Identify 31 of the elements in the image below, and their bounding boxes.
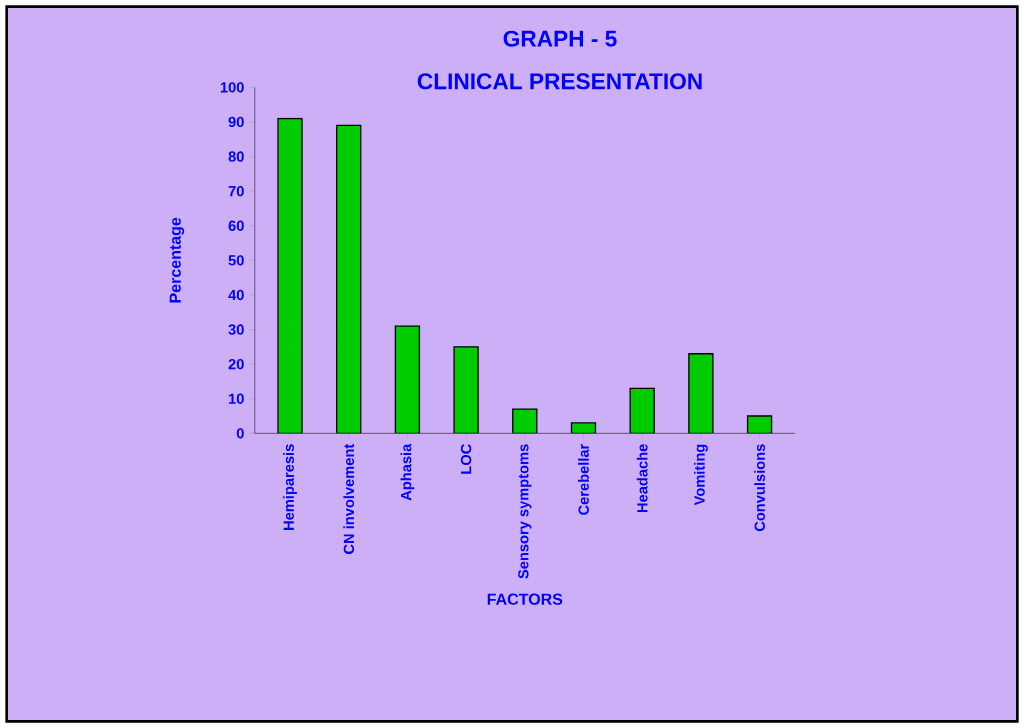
y-tick-label: 20	[228, 358, 244, 370]
x-tick-label: Vomiting	[694, 444, 708, 506]
x-tick-label: LOC	[460, 444, 472, 474]
y-tick-label: 40	[228, 289, 244, 301]
bar	[453, 346, 479, 434]
y-tick-label: 60	[228, 220, 244, 231]
bar	[336, 124, 362, 434]
y-axis-title: Percentage	[169, 217, 185, 303]
bar	[394, 325, 421, 434]
y-tick-label: 0	[236, 428, 244, 439]
x-axis-title: FACTORS	[487, 593, 563, 605]
x-tick-label: CN involvement	[343, 443, 355, 554]
y-tick-label: 80	[228, 151, 244, 162]
y-tick-label: 30	[228, 324, 244, 335]
y-tick-label: 10	[228, 393, 244, 404]
y-tick-label: 100	[220, 82, 244, 93]
x-tick-label: Convulsions	[754, 444, 765, 532]
bar	[277, 117, 303, 434]
x-tick-label: Aphasia	[400, 443, 415, 501]
x-tick-label: Cerebellar	[578, 443, 589, 515]
x-tick-label: Sensory symptoms	[518, 444, 532, 579]
bar	[629, 387, 655, 434]
x-tick-label: Hemiparesis	[283, 444, 297, 530]
chart-subtitle: CLINICAL PRESENTATION	[417, 73, 702, 90]
x-tick-label: Headache	[636, 444, 648, 513]
y-tick-label: 70	[228, 185, 244, 197]
bar	[688, 353, 714, 434]
bar	[512, 408, 538, 434]
chart-title: GRAPH - 5	[503, 30, 617, 47]
y-tick-label: 90	[228, 116, 244, 128]
y-tick-label: 50	[228, 255, 244, 266]
